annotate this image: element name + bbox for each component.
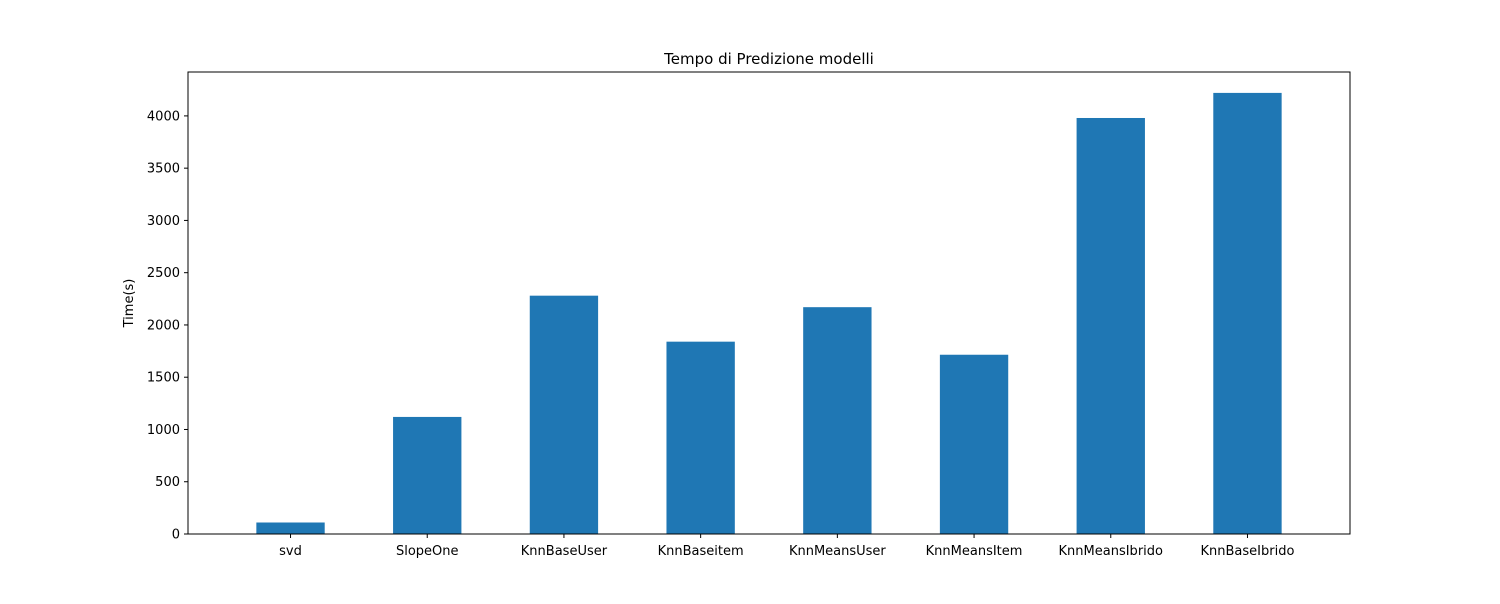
x-tick-label: SlopeOne xyxy=(396,544,459,559)
y-tick-label: 2500 xyxy=(147,266,180,281)
bar-slopeone xyxy=(393,416,462,534)
y-tick-label: 3500 xyxy=(147,162,180,177)
x-tick-label: KnnBaseIbrido xyxy=(1201,544,1295,559)
x-ticks-group: svd SlopeOne KnnBaseUser KnnBaseitem KnnMean… xyxy=(279,534,1294,559)
y-tick-label: 500 xyxy=(155,475,180,490)
y-ticks-group: 0 500 1000 1500 2000 2500 3000 3500 4000 xyxy=(147,109,188,543)
y-axis-label: Time(s) xyxy=(122,279,137,329)
x-tick-label: KnnMeansUser xyxy=(789,544,886,559)
y-tick-label: 2000 xyxy=(147,318,180,333)
plot-area-frame xyxy=(187,71,1351,535)
bar-knnmeansibrido xyxy=(1076,117,1145,535)
bars-group xyxy=(256,92,1282,535)
y-tick-label: 1000 xyxy=(147,423,180,438)
bar-knnbaseitem xyxy=(666,341,735,534)
chart-title: Tempo di Predizione modelli xyxy=(663,50,874,68)
x-tick-label: KnnBaseitem xyxy=(658,544,744,559)
y-tick-label: 0 xyxy=(172,528,180,543)
x-tick-label: KnnBaseUser xyxy=(521,544,608,559)
x-tick-label: svd xyxy=(279,544,302,559)
bar-svd xyxy=(256,522,325,534)
bar-knnmeansuser xyxy=(803,307,872,534)
bar-knnbaseibrido xyxy=(1213,92,1282,535)
y-tick-label: 1500 xyxy=(147,371,180,386)
bar-knnmeansitem xyxy=(939,354,1009,534)
y-tick-label: 3000 xyxy=(147,214,180,229)
x-tick-label: KnnMeansItem xyxy=(926,544,1023,559)
x-tick-label: KnnMeansIbrido xyxy=(1059,544,1163,559)
bar-knnbaseuser xyxy=(529,295,599,534)
y-tick-label: 4000 xyxy=(147,109,180,124)
